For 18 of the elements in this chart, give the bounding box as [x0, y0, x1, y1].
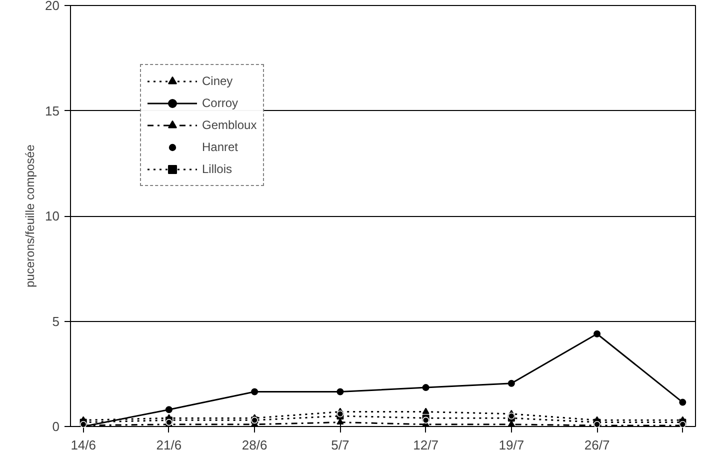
x-tick-label: 5/7 — [331, 438, 350, 452]
legend-label: Corroy — [202, 96, 238, 110]
legend-label: Ciney — [202, 74, 233, 88]
x-tick-label: 14/6 — [70, 438, 96, 452]
y-tick-label: 10 — [45, 208, 60, 224]
y-tick-label: 0 — [52, 419, 60, 434]
y-tick-label: 5 — [52, 314, 60, 329]
x-tick-label: 12/7 — [413, 438, 438, 452]
y-tick-label: 20 — [45, 0, 60, 13]
x-tick-label: 28/6 — [242, 438, 268, 452]
x-tick-label: 26/7 — [584, 438, 610, 452]
legend-label: Hanret — [202, 140, 238, 154]
legend-label: Lillois — [202, 162, 232, 176]
x-tick-label: 21/6 — [156, 438, 182, 452]
y-tick-label: 15 — [45, 103, 60, 118]
x-tick-label: 19/7 — [498, 438, 524, 452]
y-axis-title: pucerons/feuille composée — [23, 144, 38, 288]
legend-label: Gembloux — [202, 118, 257, 132]
